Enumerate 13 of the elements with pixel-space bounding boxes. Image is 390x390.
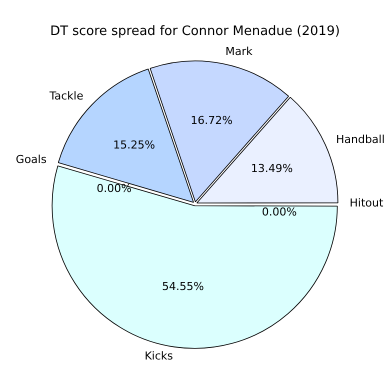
data-label: 16.72% <box>190 114 233 127</box>
slice-label: Kicks <box>144 350 174 363</box>
chart-title: DT score spread for Connor Menadue (2019) <box>50 24 340 40</box>
slice-label: Mark <box>225 45 254 58</box>
text: 0.00% <box>262 206 297 219</box>
text: 0.00% <box>96 182 132 195</box>
category-label: Goals <box>16 153 47 166</box>
data-label: 15.25% <box>113 138 156 152</box>
data-label: 13.49% <box>250 162 293 175</box>
slice-label: Handball <box>336 133 385 146</box>
slice-label: Tackle <box>48 90 84 103</box>
data-label: 54.55% <box>162 280 204 294</box>
category-label: Hitout <box>350 196 384 210</box>
